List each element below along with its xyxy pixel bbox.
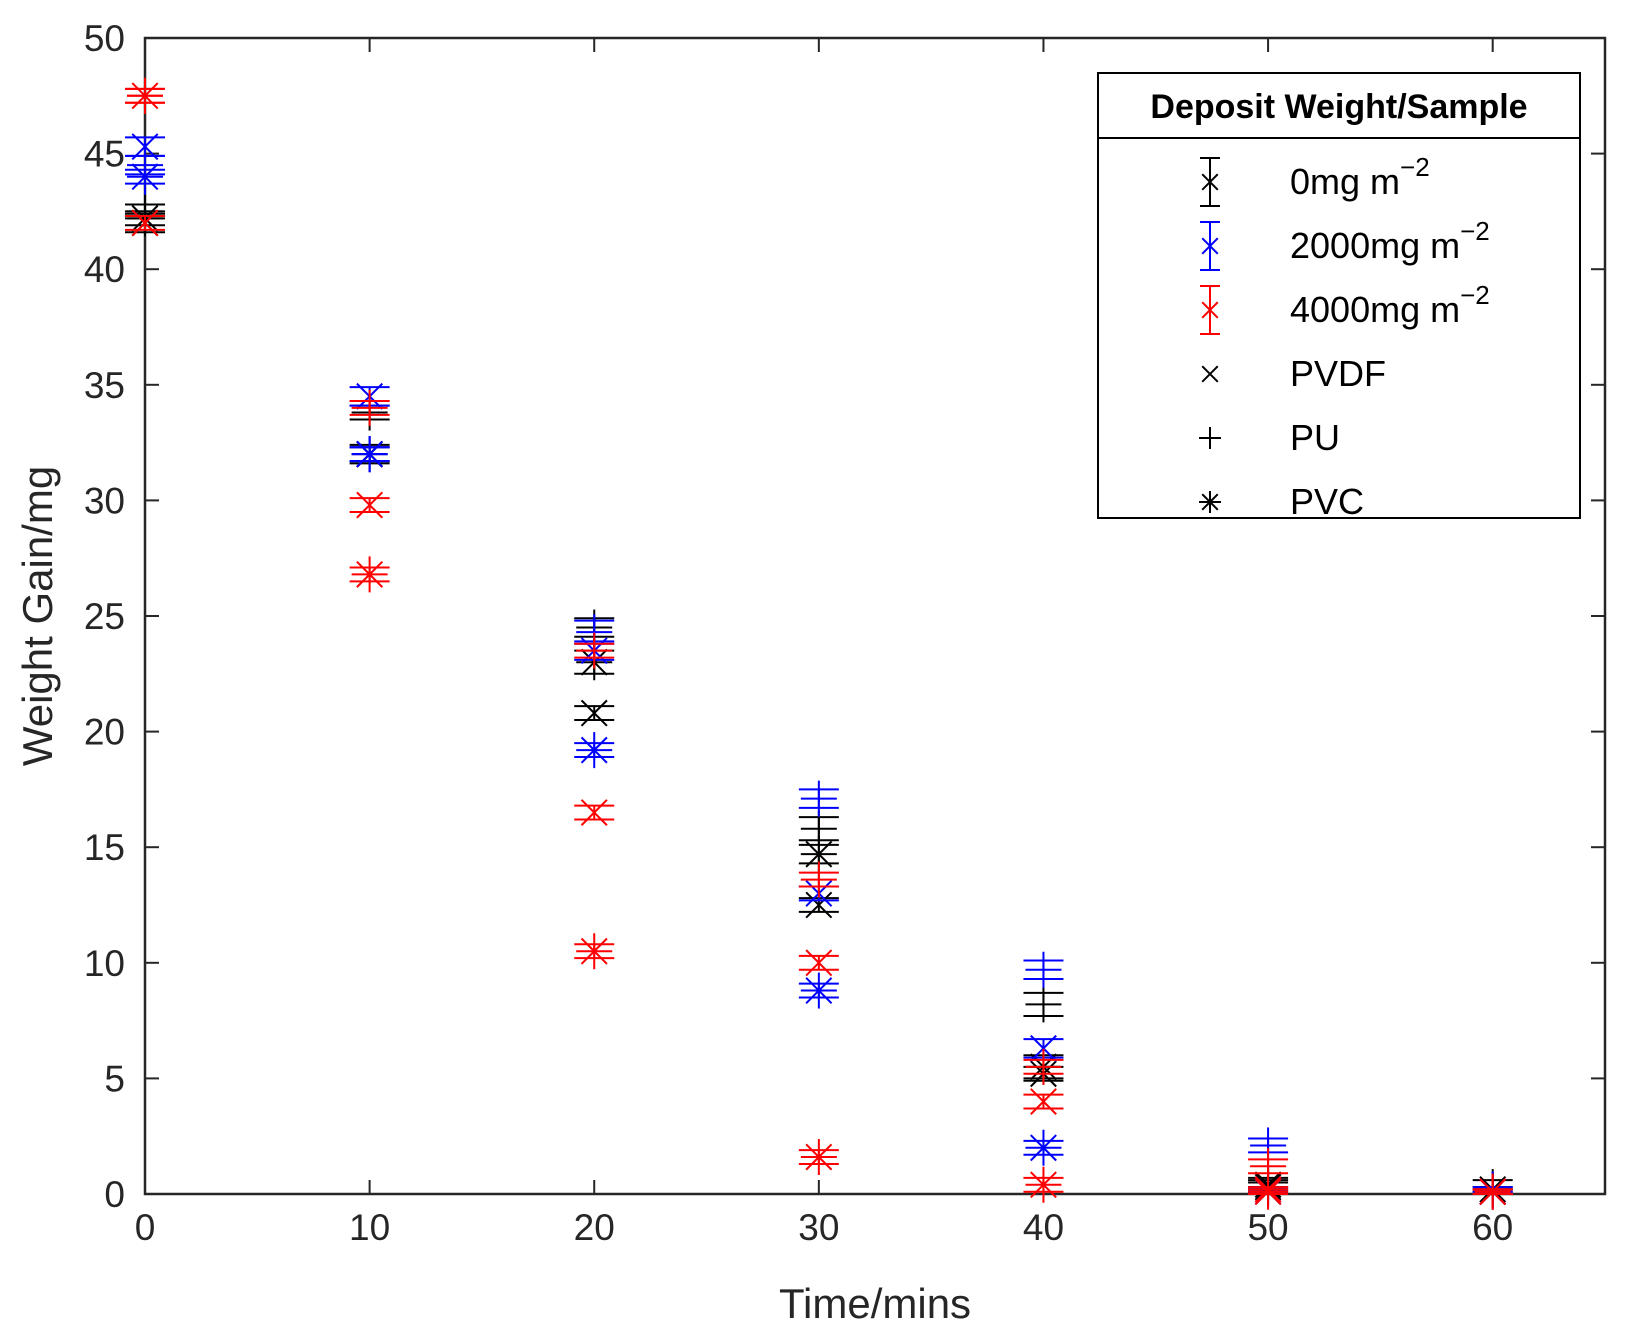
data-point-4000mg-pvdf [1023,1088,1064,1115]
legend-label: PU [1290,417,1340,458]
data-point-2000mg-pvc [125,158,165,195]
data-point-4000mg-pvdf [574,799,615,826]
legend-entry: 0mg m−2 [1200,152,1430,207]
y-tick-label: 40 [84,249,125,290]
y-tick-label: 10 [84,943,125,984]
legend-label: 0mg m−2 [1290,152,1430,202]
legend-label: PVC [1290,481,1364,522]
y-axis-label: Weight Gain/mg [14,466,61,766]
y-tick-label: 50 [84,18,125,59]
x-tick-label: 60 [1472,1207,1513,1248]
data-point-4000mg-pvc [1023,1166,1064,1203]
y-tick-label: 25 [84,596,125,637]
data-point-4000mg-pu [798,861,839,898]
x-tick-label: 0 [135,1207,156,1248]
data-point-2000mg-pvc [349,436,390,473]
data-point-4000mg-pu [1023,1048,1064,1085]
data-point-4000mg-pvc [798,1139,839,1176]
y-tick-label: 15 [84,827,125,868]
data-markers [125,77,1513,1210]
data-point-4000mg-pvdf [125,209,165,237]
legend-entry: 4000mg m−2 [1200,280,1490,335]
y-tick-label: 35 [84,365,125,406]
data-point-4000mg-pvc [574,933,615,970]
data-point-2000mg-pu [798,780,839,817]
x-axis-label: Time/mins [779,1280,971,1327]
legend-label: 2000mg m−2 [1290,216,1490,266]
data-point-0mg-pu [1023,986,1064,1023]
data-point-0mg-pvdf [574,699,615,727]
x-tick-label: 50 [1247,1207,1288,1248]
x-tick-label: 20 [574,1207,615,1248]
x-tick-label: 10 [349,1207,390,1248]
data-point-4000mg-pvc [1472,1173,1513,1210]
x-tick-label: 40 [1023,1207,1064,1248]
y-tick-label: 0 [104,1174,125,1215]
legend-box [1097,72,1581,519]
legend: Deposit Weight/Sample 0mg m−2 2000mg m−2 4… [1097,72,1581,522]
data-point-4000mg-pvc [1248,1173,1289,1210]
data-point-2000mg-pvc [574,732,615,769]
data-point-0mg-pvdf [798,891,839,919]
data-point-4000mg-pvc [125,77,165,114]
legend-title: Deposit Weight/Sample [1150,88,1527,126]
legend-entry: PVC [1199,481,1364,522]
legend-label: 4000mg m−2 [1290,280,1490,330]
data-point-2000mg-pu [1023,951,1064,988]
data-point-4000mg-pvc [349,556,390,593]
data-point-4000mg-pu [349,389,390,426]
data-point-4000mg-pvdf [798,949,839,977]
legend-entry: PVDF [1201,353,1386,394]
y-tick-label: 45 [84,134,125,175]
y-tick-label: 5 [104,1058,125,1099]
legend-entry: PU [1199,417,1340,458]
legend-label: PVDF [1290,353,1386,394]
data-point-2000mg-pvc [1023,1129,1064,1166]
y-tick-label: 20 [84,712,125,753]
data-point-4000mg-pvdf [349,491,390,519]
data-point-4000mg-pu [574,632,615,669]
x-tick-label: 30 [798,1207,839,1248]
legend-items: 0mg m−2 2000mg m−2 4000mg m−2 PVDF PU PVC [1199,152,1490,522]
y-tick-label: 30 [84,480,125,521]
axis-ticks: 0 10 20 30 40 50 60 0 5 10 15 20 25 30 35 40 45 50 [84,18,1605,1248]
legend-entry: 2000mg m−2 [1200,216,1490,271]
data-point-2000mg-pvc [798,972,839,1009]
